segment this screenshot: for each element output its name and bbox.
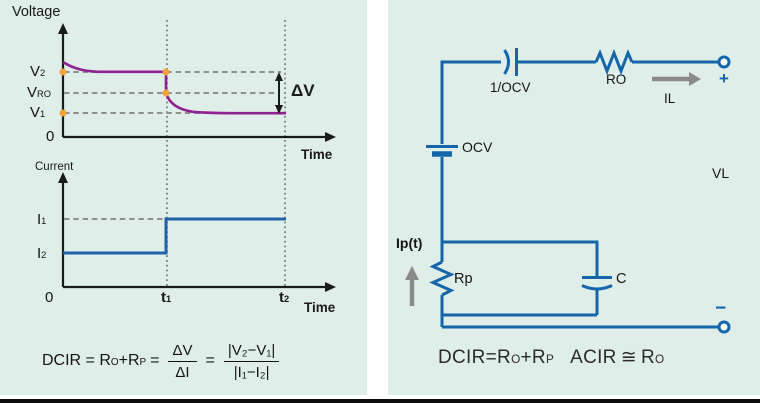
voltage-y-axis-arrowhead	[58, 23, 68, 34]
voltage-level-dashes	[64, 71, 285, 114]
voltage-sample-markers	[59, 68, 170, 117]
c-capacitor-symbol	[581, 276, 613, 291]
equals-sign-2: =	[205, 352, 215, 369]
current-x-axis-arrowhead	[325, 282, 336, 292]
voltage-axes	[61, 31, 327, 139]
voltage-x-axis-arrowhead	[325, 132, 336, 142]
difference-fraction: |V₂−V₁| |I₁−I₂|	[223, 342, 280, 381]
series-capacitor-label: 1/OCV	[490, 80, 531, 95]
parallel-resistor-label: Rp	[454, 271, 473, 287]
equals-sign: =	[150, 352, 160, 369]
circuit-canvas	[405, 48, 731, 334]
wire-top-left	[440, 60, 501, 144]
tick-vro: VRO	[27, 84, 51, 101]
voltage-time-label: Time	[301, 147, 333, 162]
series-resistor-label: RO	[606, 72, 627, 87]
delta-v-label: ΔV	[291, 81, 315, 100]
acir-term: ACIR ≅ RO	[570, 347, 665, 368]
delta-fraction: ΔV ΔI	[168, 342, 197, 381]
tick-v1: V1	[30, 104, 46, 121]
terminal-negative	[717, 320, 731, 334]
plots-canvas	[58, 20, 336, 292]
plus-sign: +	[719, 69, 729, 88]
load-voltage-label: VL	[712, 165, 730, 181]
series-capacitor-symbol	[503, 48, 518, 76]
voltage-origin: 0	[46, 128, 55, 145]
minus-sign: −	[715, 298, 727, 319]
voltage-curve	[62, 60, 287, 115]
load-current-label: IL	[664, 91, 676, 106]
formula-lhs: DCIR = RO+RP	[42, 352, 147, 369]
tick-t1: t1	[161, 289, 172, 306]
parallel-current-label: Ip(t)	[396, 235, 423, 251]
dcir-formula: DCIR = RO+RP = ΔV ΔI = |V₂−V₁| |I₁−I₂|	[42, 334, 284, 388]
current-y-axis-arrowhead	[58, 172, 68, 183]
rp-resistor-symbol	[429, 260, 455, 297]
current-axes	[61, 180, 327, 289]
tick-t2: t2	[279, 289, 290, 306]
voltage-plot-title: Voltage	[12, 4, 61, 20]
dcir-term: DCIR=RO+RP	[438, 346, 555, 368]
ip-arrow-icon	[405, 266, 419, 306]
battery-label: OCV	[462, 139, 493, 155]
battery-symbol	[426, 145, 458, 157]
voltage-current-plots-panel: Voltage V2 VRO V1 0 Time ΔV Current I1 I…	[0, 0, 367, 395]
terminal-positive	[717, 55, 731, 69]
dcir-acir-formula: DCIR=RO+RP ACIR ≅ RO	[438, 346, 664, 369]
series-resistor-symbol	[594, 48, 634, 76]
il-arrow-icon	[652, 72, 701, 86]
rc-top-wire	[442, 240, 599, 276]
tick-v2: V2	[30, 63, 46, 80]
current-step-line	[63, 217, 286, 255]
tick-i2: I2	[37, 245, 47, 262]
current-origin: 0	[45, 289, 54, 306]
tick-i1: I1	[37, 211, 47, 228]
bottom-border-rule	[0, 399, 760, 403]
delta-v-arrow	[275, 72, 283, 114]
current-time-label: Time	[304, 300, 336, 315]
parallel-capacitor-label: C	[616, 271, 627, 287]
current-plot-title: Current	[35, 161, 74, 173]
equivalent-circuit-panel: 1/OCV RO IL + OCV VL Ip(t) Rp C − DCIR=R…	[388, 0, 760, 395]
